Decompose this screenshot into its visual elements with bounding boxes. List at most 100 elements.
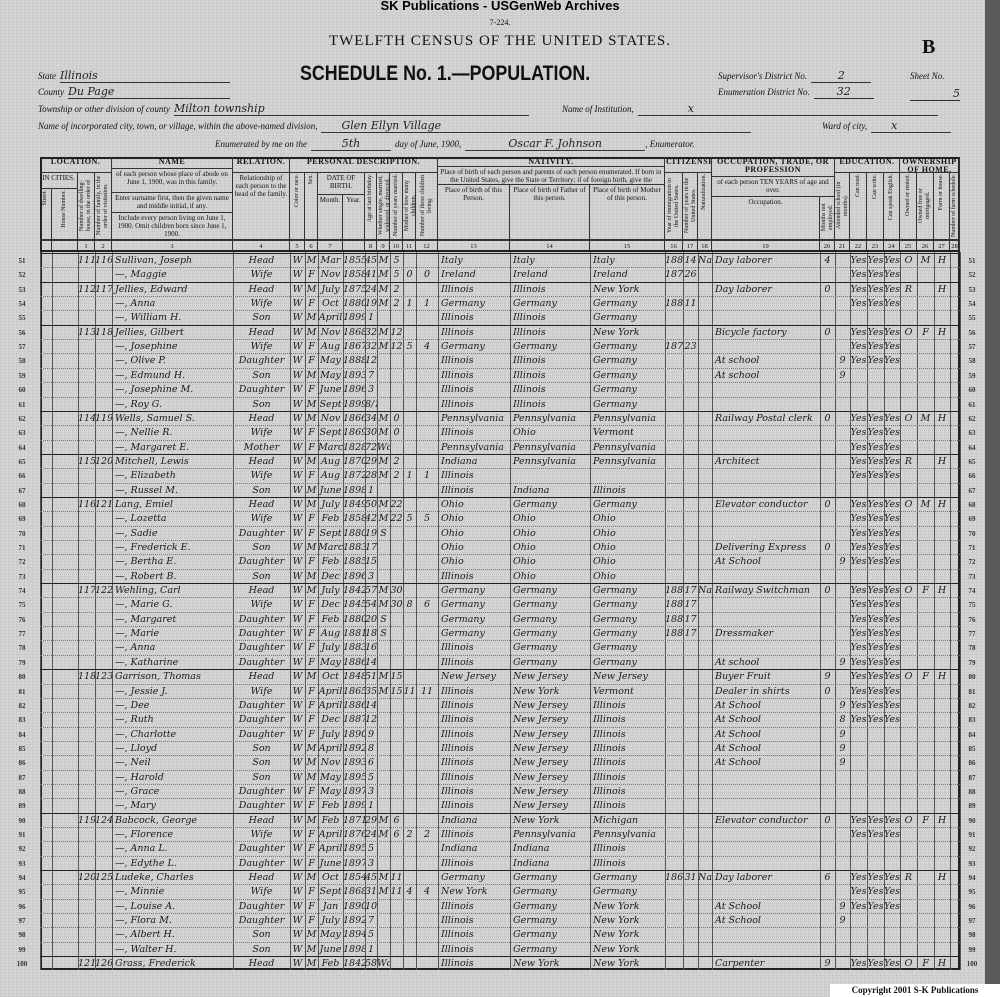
- free-mortgaged-cell: [917, 685, 934, 699]
- relation-cell: Head: [248, 283, 275, 295]
- owned-rented-cell: R: [904, 455, 913, 467]
- color-cell: W: [292, 857, 303, 869]
- occupation-cell: At school: [715, 656, 760, 668]
- name-cell: Lang, Emiel: [115, 498, 173, 510]
- immigration-year-cell: [665, 527, 683, 541]
- speaks-english-cell: [884, 756, 900, 770]
- free-mortgaged-cell: [917, 799, 934, 813]
- relation-cell: Head: [248, 326, 275, 338]
- months-unemployed-cell: [820, 555, 835, 569]
- can-read-cell: [850, 383, 867, 397]
- free-mortgaged-cell: F: [922, 814, 929, 826]
- birthplace-cell: Illinois: [441, 829, 474, 840]
- line-number: 80: [968, 673, 976, 682]
- can-write-cell: [867, 785, 884, 799]
- free-mortgaged-cell: [917, 383, 934, 397]
- farm-house-cell: H: [937, 455, 947, 467]
- age-cell: 7: [367, 369, 375, 381]
- column-divider: [365, 252, 366, 970]
- father-birthplace-cell: Germany: [513, 613, 557, 625]
- color-cell: W: [292, 613, 303, 625]
- free-mortgaged-cell: F: [922, 671, 929, 683]
- column-number: 18: [698, 240, 712, 252]
- age-header-text: Age at last birthday.: [367, 174, 373, 223]
- column-number: 27: [934, 240, 950, 252]
- can-write-cell: Yes: [867, 427, 884, 439]
- birth-year-cell: 1893: [343, 369, 365, 381]
- line-number: 91: [968, 831, 976, 839]
- family-number-cell: [95, 555, 112, 569]
- years-married-cell: [390, 699, 403, 713]
- father-birthplace-cell: Germany: [513, 900, 557, 912]
- row-divider: [40, 683, 960, 685]
- naturalization-cell: [698, 340, 712, 354]
- township-label: Township or other division of county: [38, 104, 170, 114]
- row-divider: [40, 382, 960, 384]
- relation-cell: Head: [248, 872, 275, 884]
- unemployed-header: Months not employed.: [820, 197, 835, 240]
- father-birthplace-cell: Germany: [513, 341, 557, 353]
- farm-house-cell: [934, 512, 950, 526]
- row-divider: [40, 367, 960, 369]
- birthplace-cell: Illinois: [441, 642, 474, 654]
- years-married-cell: [390, 928, 403, 942]
- line-number: 71: [968, 544, 976, 552]
- father-birthplace-cell: New Jersey: [513, 699, 568, 711]
- township-value: Milton township: [173, 102, 529, 116]
- immigration-year-cell: [665, 685, 683, 699]
- farm-house-cell: [934, 785, 950, 799]
- family-number-cell: [95, 685, 112, 699]
- years-in-us-cell: [683, 641, 698, 655]
- dwelling-number-cell: [78, 728, 95, 742]
- farm-house-cell: [934, 426, 950, 440]
- birth-year-cell: 1899: [343, 312, 365, 324]
- mother-of-cell: 5: [406, 341, 413, 353]
- can-write-cell: [867, 398, 884, 412]
- color-cell: W: [292, 542, 303, 553]
- name-cell: —, Anna: [115, 298, 156, 310]
- owned-rented-cell: [900, 512, 917, 526]
- can-read-cell: Yes: [850, 900, 867, 912]
- color-header: Color or race.: [290, 173, 305, 240]
- row-divider: [40, 913, 960, 915]
- mother-of-cell: [403, 900, 416, 914]
- line-number: 81: [968, 687, 976, 696]
- free-mortgaged-cell: [917, 627, 934, 641]
- children-living-cell: [416, 670, 438, 684]
- relation-cell: Daughter: [238, 527, 285, 539]
- date-of-birth-header: DATE OF BIRTH.: [318, 173, 365, 195]
- farm-house-cell: [934, 627, 950, 641]
- occupation-cell: Elevator conductor: [715, 498, 808, 510]
- column-divider: [416, 252, 417, 970]
- column-divider: [683, 252, 684, 970]
- months-unemployed-cell: 0: [824, 283, 831, 295]
- speaks-english-cell: Yes: [884, 527, 900, 539]
- speaks-english-cell: Yes: [884, 685, 900, 697]
- years-in-us-cell: [683, 326, 698, 340]
- mother-birthplace-cell: Ohio: [593, 542, 616, 553]
- scan-edge: [985, 0, 1000, 997]
- relation-cell: Son: [252, 542, 271, 553]
- years-married-cell: 30: [390, 585, 403, 597]
- mother-of-cell: [403, 541, 416, 555]
- speaks-english-cell: Yes: [884, 470, 900, 482]
- occupation-cell: [712, 785, 820, 799]
- birth-month-cell: Oct: [322, 872, 339, 884]
- name-desc: of each person whose place of abode on J…: [112, 169, 233, 193]
- free-mortgaged-cell: M: [920, 498, 931, 510]
- line-number: 86: [968, 759, 976, 768]
- birthplace-cell: Illinois: [441, 929, 474, 941]
- sex-cell: F: [308, 728, 315, 740]
- can-read-cell: Yes: [850, 886, 867, 898]
- months-unemployed-cell: [820, 383, 835, 397]
- birth-year-cell: 1896: [343, 570, 365, 582]
- birth-month-cell: May: [320, 771, 341, 783]
- can-read-cell: Yes: [850, 872, 867, 884]
- family-divider: [40, 453, 960, 455]
- can-read-cell: Yes: [850, 298, 867, 310]
- can-write-cell: [867, 842, 884, 856]
- can-read-cell: Yes: [850, 412, 867, 424]
- sex-cell: M: [306, 369, 317, 381]
- years-in-us-cell: [683, 699, 698, 713]
- line-number: 54: [968, 300, 976, 309]
